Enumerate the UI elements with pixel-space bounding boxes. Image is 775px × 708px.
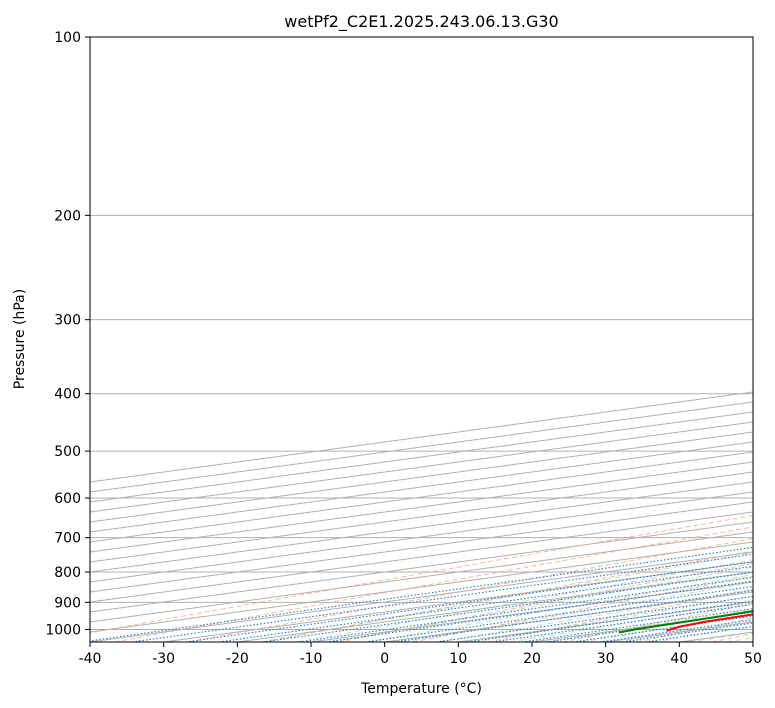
isotherm-line <box>90 511 753 603</box>
mixing-ratio-line <box>326 580 753 642</box>
mixing-ratio-layer <box>90 546 753 642</box>
x-tick-label: -30 <box>152 651 175 667</box>
y-tick-label: 700 <box>54 531 81 547</box>
y-tick-label: 200 <box>54 208 81 224</box>
x-tick-label: 50 <box>744 651 762 667</box>
mixing-ratio-line <box>262 571 753 642</box>
x-tick-label: 20 <box>523 651 541 667</box>
isotherm-line <box>90 451 753 543</box>
y-tick-label: 600 <box>54 491 81 507</box>
isotherm-line <box>90 501 753 593</box>
axes-layer: -40 -30 -20 -10 0 10 20 30 40 50 100 200 300 400 500 60… <box>45 30 762 667</box>
y-tick-label: 1000 <box>45 622 81 638</box>
isotherm-line <box>90 531 753 623</box>
y-tick-label: 100 <box>54 30 81 46</box>
x-axis-label: Temperature (°C) <box>360 681 482 697</box>
mixing-ratio-line <box>299 576 753 642</box>
y-tick-label: 300 <box>54 313 81 329</box>
isotherm-line <box>90 481 753 573</box>
x-tick-label: 40 <box>670 651 688 667</box>
plot-layer: -100-90-80-70-60-50-40-30-20-10010203040… <box>90 37 753 642</box>
y-tick-label: 500 <box>54 444 81 460</box>
y-tick-label: 400 <box>54 387 81 403</box>
y-tick-label: 900 <box>54 595 81 611</box>
plot-frame <box>89 36 754 643</box>
y-axis-label: Pressure (hPa) <box>12 289 28 389</box>
x-tick-label: -40 <box>79 651 102 667</box>
isotherm-line <box>90 471 753 563</box>
grid-layer <box>90 37 753 642</box>
chart-title: wetPf2_C2E1.2025.243.06.13.G30 <box>284 12 558 32</box>
plot-area <box>90 37 753 642</box>
x-tick-label: 30 <box>597 651 615 667</box>
y-tick-label: 800 <box>54 565 81 581</box>
x-tick-label: 0 <box>380 651 389 667</box>
x-tick-label: -20 <box>226 651 249 667</box>
moist-adiabat-line <box>332 566 753 642</box>
isotherm-line <box>90 461 753 553</box>
mixing-ratio-line <box>522 608 753 642</box>
x-tick-label: 10 <box>449 651 467 667</box>
isotherm-line <box>90 491 753 583</box>
moist-adiabat-line <box>367 574 753 642</box>
x-tick-label: -10 <box>300 651 323 667</box>
isotherm-line <box>90 521 753 613</box>
